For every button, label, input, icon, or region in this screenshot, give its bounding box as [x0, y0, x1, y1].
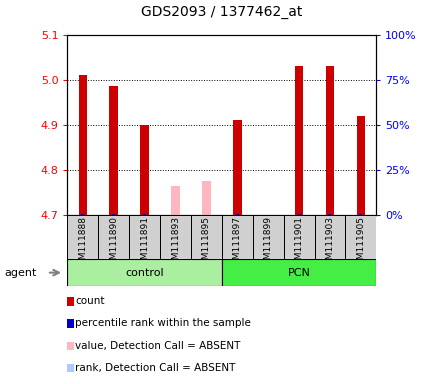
Bar: [328, 214, 331, 215]
Text: PCN: PCN: [287, 268, 310, 278]
Bar: [221, 259, 375, 286]
Text: GSM111903: GSM111903: [325, 216, 334, 271]
Bar: [160, 215, 191, 259]
Text: GSM111899: GSM111899: [263, 216, 272, 271]
Text: agent: agent: [4, 268, 36, 278]
Text: GSM111895: GSM111895: [201, 216, 210, 271]
Text: GSM111905: GSM111905: [355, 216, 365, 271]
Bar: [67, 215, 98, 259]
Text: GSM111888: GSM111888: [78, 216, 87, 271]
Text: percentile rank within the sample: percentile rank within the sample: [75, 318, 250, 328]
Bar: [112, 214, 115, 215]
Bar: [283, 215, 314, 259]
Text: value, Detection Call = ABSENT: value, Detection Call = ABSENT: [75, 341, 240, 351]
Bar: [202, 181, 210, 215]
Bar: [129, 215, 160, 259]
Text: control: control: [125, 268, 164, 278]
Bar: [325, 66, 333, 215]
Text: GSM111893: GSM111893: [171, 216, 180, 271]
Bar: [345, 215, 375, 259]
Bar: [235, 214, 238, 215]
Bar: [140, 125, 148, 215]
Bar: [79, 75, 87, 215]
Bar: [109, 86, 118, 215]
Bar: [221, 215, 252, 259]
Bar: [358, 214, 362, 215]
Bar: [252, 215, 283, 259]
Bar: [297, 214, 300, 215]
Text: count: count: [75, 296, 104, 306]
Text: rank, Detection Call = ABSENT: rank, Detection Call = ABSENT: [75, 363, 235, 373]
Bar: [143, 214, 146, 215]
Bar: [67, 259, 221, 286]
Bar: [233, 120, 241, 215]
Bar: [81, 214, 84, 215]
Text: GSM111891: GSM111891: [140, 216, 149, 271]
Bar: [191, 215, 221, 259]
Bar: [356, 116, 364, 215]
Bar: [314, 215, 345, 259]
Text: GSM111890: GSM111890: [109, 216, 118, 271]
Text: GDS2093 / 1377462_at: GDS2093 / 1377462_at: [141, 5, 302, 19]
Bar: [98, 215, 129, 259]
Text: GSM111901: GSM111901: [294, 216, 303, 271]
Bar: [171, 186, 179, 215]
Bar: [294, 66, 302, 215]
Text: GSM111897: GSM111897: [232, 216, 241, 271]
